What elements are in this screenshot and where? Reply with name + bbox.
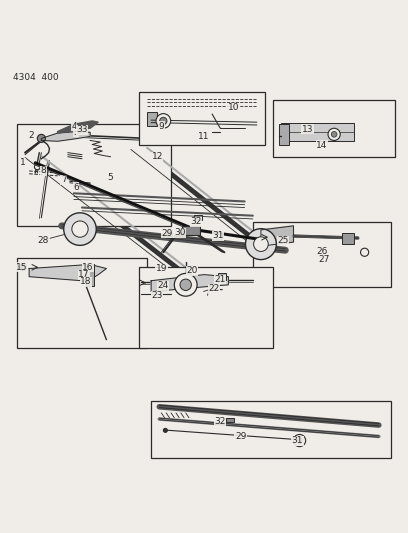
Text: 31: 31 xyxy=(213,231,224,240)
Text: 13: 13 xyxy=(302,125,313,134)
Circle shape xyxy=(72,221,88,237)
Circle shape xyxy=(179,231,184,236)
Text: 7: 7 xyxy=(61,175,67,184)
Bar xyxy=(17,259,147,348)
Text: 4304  400: 4304 400 xyxy=(13,74,58,83)
Text: 17: 17 xyxy=(78,270,90,279)
Circle shape xyxy=(64,213,96,245)
Bar xyxy=(253,222,391,287)
Text: 31: 31 xyxy=(292,437,303,446)
Bar xyxy=(279,124,289,144)
Circle shape xyxy=(254,237,268,252)
Circle shape xyxy=(20,264,26,271)
Circle shape xyxy=(167,231,172,237)
Text: 10: 10 xyxy=(228,103,239,112)
Text: 21: 21 xyxy=(215,275,226,284)
Bar xyxy=(182,226,200,235)
Circle shape xyxy=(156,114,171,128)
Polygon shape xyxy=(151,274,228,292)
Polygon shape xyxy=(29,264,106,281)
Circle shape xyxy=(160,117,167,125)
Circle shape xyxy=(34,164,40,169)
Text: 22: 22 xyxy=(208,285,220,293)
Polygon shape xyxy=(41,132,90,141)
Circle shape xyxy=(246,229,276,260)
Text: 6: 6 xyxy=(73,183,79,192)
Text: 18: 18 xyxy=(80,278,92,286)
Text: 4: 4 xyxy=(71,122,77,131)
Bar xyxy=(147,112,157,126)
Text: 24: 24 xyxy=(158,281,169,290)
Text: 3: 3 xyxy=(73,128,79,137)
Text: 20: 20 xyxy=(186,266,197,275)
Circle shape xyxy=(361,248,369,256)
Circle shape xyxy=(180,279,191,290)
Polygon shape xyxy=(261,226,293,246)
Circle shape xyxy=(163,429,167,432)
Circle shape xyxy=(37,134,45,142)
Bar xyxy=(17,124,171,226)
Text: 25: 25 xyxy=(277,236,289,245)
Text: 32: 32 xyxy=(215,416,226,425)
Bar xyxy=(139,266,273,348)
Text: 15: 15 xyxy=(16,263,28,272)
Bar xyxy=(151,401,391,458)
Text: 11: 11 xyxy=(198,132,210,141)
Text: 8: 8 xyxy=(40,166,46,175)
Polygon shape xyxy=(58,121,98,133)
Bar xyxy=(273,100,395,157)
Text: 1: 1 xyxy=(20,158,26,167)
Text: 26: 26 xyxy=(316,247,328,256)
Bar xyxy=(86,264,94,286)
Bar xyxy=(218,273,226,279)
Bar xyxy=(281,123,355,141)
Bar xyxy=(226,418,234,422)
Text: 29: 29 xyxy=(162,229,173,238)
Text: 14: 14 xyxy=(316,141,328,150)
Circle shape xyxy=(174,273,197,296)
Circle shape xyxy=(293,434,306,447)
Text: 23: 23 xyxy=(151,291,163,300)
Text: 19: 19 xyxy=(155,264,167,273)
Text: 12: 12 xyxy=(151,152,163,161)
Text: 2: 2 xyxy=(29,131,34,140)
Text: 27: 27 xyxy=(318,255,330,264)
Text: 29: 29 xyxy=(235,432,246,441)
Text: 5: 5 xyxy=(108,173,113,182)
Text: 9: 9 xyxy=(158,122,164,131)
Text: 16: 16 xyxy=(82,263,94,272)
Text: 32: 32 xyxy=(190,217,202,227)
Text: 33: 33 xyxy=(76,125,88,134)
Circle shape xyxy=(216,233,223,240)
Circle shape xyxy=(297,438,302,443)
Circle shape xyxy=(331,132,337,137)
Circle shape xyxy=(328,128,340,141)
Bar xyxy=(139,92,265,144)
Text: 30: 30 xyxy=(174,228,185,237)
Bar xyxy=(194,215,202,220)
Bar xyxy=(342,233,355,244)
Text: 28: 28 xyxy=(38,236,49,245)
